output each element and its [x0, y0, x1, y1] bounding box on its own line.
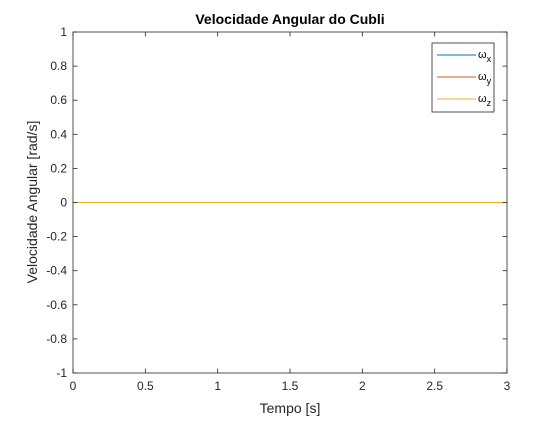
- y-tick-label: 0.8: [50, 59, 67, 73]
- y-tick-label: 1: [60, 25, 67, 39]
- x-tick-label: 1: [214, 379, 221, 393]
- y-tick-label: 0.4: [50, 127, 67, 141]
- legend-entry-subscript: y: [487, 76, 492, 86]
- x-tick-label: 1.5: [282, 379, 299, 393]
- chart-title: Velocidade Angular do Cubli: [195, 11, 384, 27]
- x-tick-label: 2.5: [426, 379, 443, 393]
- x-tick-label: 2: [359, 379, 366, 393]
- y-tick-label: -0.4: [46, 264, 67, 278]
- x-axis-label: Tempo [s]: [260, 400, 321, 416]
- y-tick-label: 0: [60, 196, 67, 210]
- y-axis-label: Velocidade Angular [rad/s]: [24, 121, 40, 284]
- legend-entry-subscript: z: [487, 98, 492, 108]
- y-tick-label: -0.6: [46, 298, 67, 312]
- y-tick-label: 0.6: [50, 93, 67, 107]
- y-tick-label: -0.8: [46, 332, 67, 346]
- y-tick-label: 0.2: [50, 161, 67, 175]
- y-tick-label: -0.2: [46, 230, 67, 244]
- y-tick-label: -1: [56, 366, 67, 380]
- x-tick-label: 0: [70, 379, 77, 393]
- legend-entry-subscript: x: [487, 54, 492, 64]
- x-tick-label: 0.5: [137, 379, 154, 393]
- x-tick-label: 3: [504, 379, 511, 393]
